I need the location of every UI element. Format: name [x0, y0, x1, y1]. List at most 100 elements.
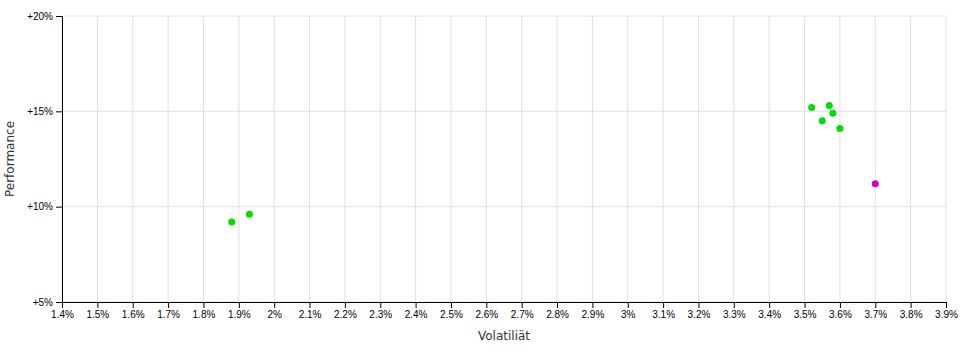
point	[872, 180, 879, 187]
series	[872, 180, 879, 187]
x-grid-line	[168, 16, 169, 302]
x-tick-mark	[274, 302, 275, 308]
x-tick-mark	[345, 302, 346, 308]
x-grid-line	[557, 16, 558, 302]
x-tick-mark	[769, 302, 770, 308]
x-tick: 1.4%	[51, 302, 74, 320]
x-tick: 3.1%	[652, 302, 675, 320]
y-tick: +20%	[27, 11, 62, 22]
point	[826, 102, 833, 109]
x-tick-label: 2.8%	[546, 309, 569, 320]
x-tick-mark	[592, 302, 593, 308]
x-grid-line	[486, 16, 487, 302]
x-tick: 3.3%	[723, 302, 746, 320]
x-tick: 2.3%	[369, 302, 392, 320]
x-tick-label: 2.9%	[582, 309, 605, 320]
x-tick-mark	[663, 302, 664, 308]
x-tick-label: 3.2%	[688, 309, 711, 320]
y-grid-line	[62, 206, 946, 207]
x-tick-mark	[840, 302, 841, 308]
x-grid-line	[663, 16, 664, 302]
x-tick: 1.8%	[193, 302, 216, 320]
x-grid-line	[380, 16, 381, 302]
x-tick-mark	[451, 302, 452, 308]
x-axis-title: Volatiliät	[478, 329, 530, 343]
y-tick-label: +20%	[27, 11, 53, 22]
y-axis-line	[56, 17, 63, 303]
y-tick-mark	[56, 111, 62, 112]
x-tick-label: 1.9%	[228, 309, 251, 320]
x-tick-mark	[168, 302, 169, 308]
x-tick-label: 2.2%	[334, 309, 357, 320]
x-tick: 3.2%	[688, 302, 711, 320]
x-grid-line	[875, 16, 876, 302]
x-tick-label: 3%	[621, 309, 636, 320]
x-tick-label: 1.8%	[193, 309, 216, 320]
x-tick-mark	[946, 302, 947, 308]
point	[829, 110, 836, 117]
point	[246, 211, 253, 218]
x-tick: 3%	[621, 302, 636, 320]
x-tick-label: 3.6%	[829, 309, 852, 320]
x-tick-label: 3.3%	[723, 309, 746, 320]
y-tick: +10%	[27, 201, 62, 212]
x-tick-mark	[203, 302, 204, 308]
x-grid-line	[698, 16, 699, 302]
x-tick: 3.6%	[829, 302, 852, 320]
x-tick: 3.7%	[864, 302, 887, 320]
x-tick-mark	[911, 302, 912, 308]
x-tick: 1.5%	[86, 302, 109, 320]
x-tick-mark	[698, 302, 699, 308]
point	[228, 218, 235, 225]
x-grid-line	[274, 16, 275, 302]
x-tick-mark	[486, 302, 487, 308]
x-tick-label: 3.7%	[864, 309, 887, 320]
x-grid-line	[733, 16, 734, 302]
x-tick: 2.2%	[334, 302, 357, 320]
x-grid-line	[804, 16, 805, 302]
y-tick-label: +10%	[27, 201, 53, 212]
y-axis: +5%+10%+15%+20%	[27, 11, 62, 308]
x-tick-label: 2%	[267, 309, 282, 320]
x-grid-line	[238, 16, 239, 302]
x-tick: 2.5%	[440, 302, 463, 320]
x-tick: 3.9%	[935, 302, 958, 320]
x-grid-line	[309, 16, 310, 302]
x-tick: 2.8%	[546, 302, 569, 320]
x-grid-line	[132, 16, 133, 302]
point	[808, 104, 815, 111]
x-grid-line	[97, 16, 98, 302]
x-tick-label: 1.6%	[122, 309, 145, 320]
x-tick: 3.5%	[794, 302, 817, 320]
x-tick-mark	[805, 302, 806, 308]
x-tick-label: 3.5%	[794, 309, 817, 320]
x-tick-label: 1.4%	[51, 309, 74, 320]
y-tick-mark	[56, 16, 62, 17]
x-grid-line	[627, 16, 628, 302]
x-tick-label: 3.4%	[758, 309, 781, 320]
x-grid-line	[450, 16, 451, 302]
point	[836, 125, 843, 132]
x-tick-mark	[522, 302, 523, 308]
plot-area: 1.4%1.5%1.6%1.7%1.8%1.9%2%2.1%2.2%2.3%2.…	[27, 11, 958, 320]
x-tick-mark	[734, 302, 735, 308]
points	[228, 102, 879, 225]
grid	[62, 16, 946, 302]
x-grid-line	[344, 16, 345, 302]
x-grid-line	[203, 16, 204, 302]
x-tick-label: 3.9%	[935, 309, 958, 320]
y-tick: +15%	[27, 106, 62, 117]
y-grid-line	[62, 16, 946, 17]
x-tick: 2%	[267, 302, 282, 320]
series	[228, 102, 843, 225]
chart: 1.4%1.5%1.6%1.7%1.8%1.9%2%2.1%2.2%2.3%2.…	[0, 0, 966, 350]
x-tick: 1.7%	[157, 302, 180, 320]
x-tick-mark	[875, 302, 876, 308]
x-tick: 1.6%	[122, 302, 145, 320]
x-tick: 1.9%	[228, 302, 251, 320]
x-tick-label: 3.8%	[900, 309, 923, 320]
y-tick-mark	[56, 207, 62, 208]
x-grid-line	[946, 16, 947, 302]
x-grid-line	[592, 16, 593, 302]
x-tick-mark	[557, 302, 558, 308]
